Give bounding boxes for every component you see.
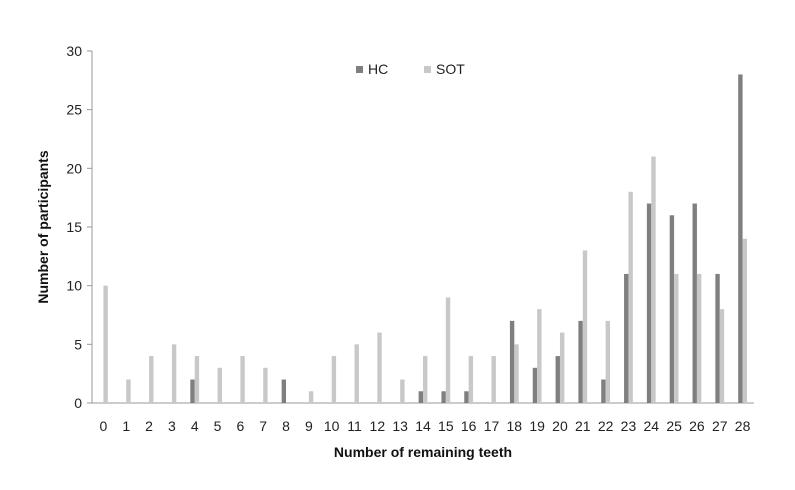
bar-hc-24 (646, 203, 652, 403)
legend-label-sot: SOT (436, 61, 465, 77)
x-tick-label: 24 (643, 418, 659, 434)
bar-sot-20 (559, 332, 565, 403)
bar-sot-6 (240, 356, 245, 403)
bar-hc-27 (715, 273, 720, 403)
x-tick-label: 25 (666, 418, 682, 434)
x-tick-label: 9 (305, 418, 313, 434)
y-axis-title: Number of participants (35, 150, 51, 303)
x-tick-label: 16 (461, 418, 477, 434)
x-tick-label: 19 (529, 418, 545, 434)
legend-label-hc: HC (368, 61, 388, 77)
x-tick-label: 22 (598, 418, 614, 434)
bar-hc-22 (601, 379, 606, 403)
legend-swatch-sot (424, 66, 431, 73)
bar-sot-13 (400, 379, 405, 403)
x-tick-label: 28 (735, 418, 751, 434)
y-tick-label: 25 (66, 102, 82, 118)
bar-sot-12 (377, 332, 382, 403)
bar-sot-18 (514, 344, 519, 403)
x-tick-label: 21 (575, 418, 591, 434)
x-tick-label: 5 (214, 418, 222, 434)
x-tick-label: 23 (621, 418, 637, 434)
x-tick-label: 2 (145, 418, 153, 434)
bars (103, 74, 747, 403)
bar-sot-9 (308, 391, 314, 403)
bar-hc-14 (418, 391, 423, 403)
bar-sot-1 (126, 379, 131, 403)
x-tick-label: 7 (259, 418, 267, 434)
x-tick-label: 15 (438, 418, 454, 434)
bar-sot-5 (217, 367, 222, 403)
bar-sot-10 (331, 356, 337, 403)
bar-sot-21 (582, 250, 588, 403)
x-tick-label: 14 (415, 418, 431, 434)
bar-sot-7 (263, 367, 268, 403)
bar-hc-25 (669, 215, 675, 403)
y-tick-label: 0 (74, 395, 82, 411)
bar-sot-28 (742, 238, 747, 403)
x-tick-label: 27 (712, 418, 728, 434)
x-tick-label: 26 (689, 418, 705, 434)
bar-hc-4 (190, 379, 195, 403)
bar-sot-2 (149, 356, 154, 403)
bar-hc-21 (578, 320, 583, 403)
y-tick-label: 5 (74, 336, 82, 352)
bar-sot-16 (468, 356, 474, 403)
bar-hc-20 (555, 356, 560, 403)
bar-hc-23 (624, 273, 629, 403)
bar-sot-26 (696, 273, 702, 403)
x-tick-label: 1 (122, 418, 130, 434)
bar-sot-11 (354, 344, 359, 403)
bar-sot-25 (674, 273, 679, 403)
y-tick-label: 20 (66, 160, 82, 176)
bar-sot-0 (103, 285, 108, 403)
bar-hc-16 (464, 391, 469, 403)
x-tick-label: 10 (324, 418, 340, 434)
x-tick-label: 13 (392, 418, 408, 434)
x-tick-label: 3 (168, 418, 176, 434)
x-tick-label: 12 (370, 418, 386, 434)
bar-sot-24 (651, 156, 656, 403)
x-tick-label: 4 (191, 418, 199, 434)
bar-hc-26 (692, 203, 697, 403)
x-tick-label: 0 (100, 418, 108, 434)
bar-sot-15 (445, 297, 451, 403)
bar-hc-28 (738, 74, 743, 403)
y-tick-label: 10 (66, 278, 82, 294)
legend-swatch-hc (356, 66, 363, 73)
bar-sot-27 (719, 309, 725, 403)
bar-sot-22 (605, 320, 611, 403)
bar-hc-19 (532, 367, 538, 403)
bar-sot-14 (423, 356, 428, 403)
bar-sot-4 (194, 356, 200, 403)
bar-hc-8 (281, 379, 287, 403)
x-tick-label: 18 (507, 418, 523, 434)
x-tick-label: 17 (484, 418, 500, 434)
bar-hc-18 (509, 320, 515, 403)
x-tick-label: 11 (347, 418, 362, 434)
x-tick-label: 20 (552, 418, 568, 434)
legend: HC SOT (356, 61, 465, 77)
x-tick-label: 8 (282, 418, 290, 434)
bar-hc-15 (441, 391, 446, 403)
bar-sot-19 (537, 309, 542, 403)
y-tick-label: 30 (66, 43, 82, 59)
bar-sot-17 (491, 356, 496, 403)
x-tick-label: 6 (236, 418, 244, 434)
y-tick-label: 15 (66, 219, 82, 235)
bar-sot-3 (171, 344, 177, 403)
x-axis-title: Number of remaining teeth (334, 444, 512, 460)
bar-sot-23 (628, 191, 633, 403)
